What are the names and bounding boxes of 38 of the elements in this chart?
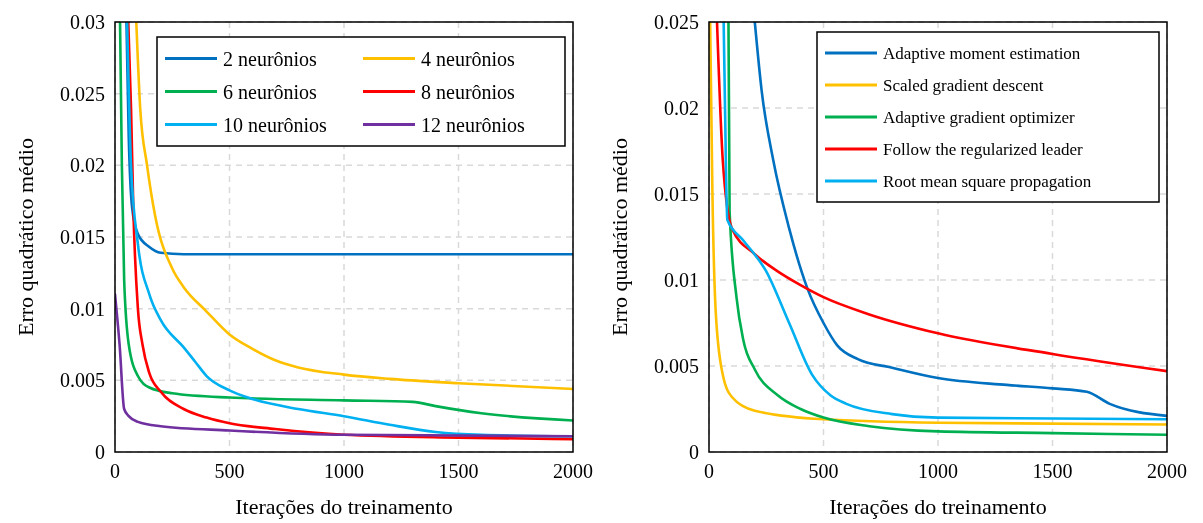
legend-label: Adaptive moment estimation [882,43,1081,63]
x-tick-label: 1000 [917,460,958,482]
y-tick-label: 0.005 [653,355,699,377]
y-tick-label: 0.015 [653,183,699,205]
y-tick-label: 0.005 [60,369,105,392]
y-tick-label: 0.01 [70,297,105,320]
x-tick-label: 1500 [438,460,479,482]
y-tick-label: 0.03 [70,11,105,33]
legend-label: Root mean square propagation [882,171,1092,191]
legend-label: Scaled gradient descent [882,75,1044,95]
legend-label: 4 neurônios [421,47,516,70]
legend-label: 10 neurônios [223,113,328,136]
legend-label: Follow the regularized leader [882,139,1083,159]
legend-label: 8 neurônios [421,80,516,103]
y-tick-label: 0.015 [60,226,105,248]
y-tick-label: 0 [688,441,699,463]
y-tick-label: 0.025 [60,82,105,105]
x-tick-label: 2000 [1146,460,1187,482]
y-axis-title: Erro quadrático médio [606,138,632,336]
x-tick-label: 0 [703,460,714,482]
legend-label: 2 neurônios [223,47,318,70]
x-tick-label: 500 [808,460,838,482]
x-tick-label: 0 [110,460,120,482]
x-tick-label: 2000 [553,460,593,482]
legend-label: 6 neurônios [223,80,318,103]
x-tick-label: 500 [214,460,245,482]
y-tick-label: 0 [95,441,105,463]
x-tick-label: 1500 [1032,460,1072,482]
x-axis-title: Iterações do treinamento [235,494,453,519]
x-axis-title: Iterações do treinamento [828,494,1047,519]
y-tick-label: 0.02 [70,154,105,177]
y-tick-label: 0.025 [653,11,699,33]
legend-label: Adaptive gradient optimizer [882,107,1075,127]
y-axis-title: Erro quadrático médio [13,138,38,336]
y-tick-label: 0.02 [663,97,699,119]
legend-label: 12 neurônios [421,113,526,136]
x-tick-label: 1000 [324,460,364,482]
y-tick-label: 0.01 [663,269,699,291]
